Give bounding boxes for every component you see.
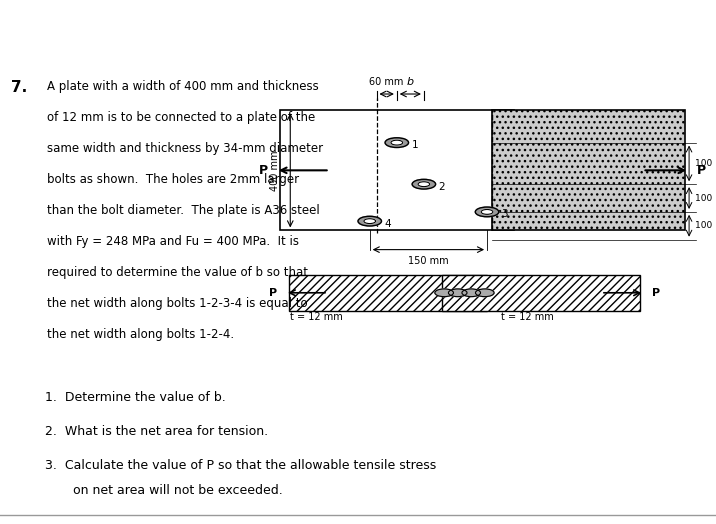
Text: 100 mm: 100 mm	[695, 193, 716, 203]
Text: P: P	[259, 164, 268, 177]
Circle shape	[462, 289, 480, 297]
Text: t = 12 mm: t = 12 mm	[500, 312, 553, 322]
Text: b: b	[407, 78, 414, 88]
Text: 3: 3	[502, 209, 508, 219]
Text: 400 mm: 400 mm	[269, 150, 279, 191]
Circle shape	[391, 140, 402, 145]
Text: 3.  Calculate the value of P so that the allowable tensile stress: 3. Calculate the value of P so that the …	[45, 458, 436, 472]
Text: 4: 4	[384, 219, 391, 228]
Text: the net width along bolts 1-2-3-4 is equal to: the net width along bolts 1-2-3-4 is equ…	[47, 297, 307, 310]
Text: t = 12 mm: t = 12 mm	[290, 312, 343, 322]
Circle shape	[385, 138, 409, 147]
Text: than the bolt diameter.  The plate is A36 steel: than the bolt diameter. The plate is A36…	[47, 204, 319, 217]
Bar	[492, 110, 685, 231]
Text: P: P	[652, 288, 660, 298]
Circle shape	[481, 210, 493, 214]
Text: 1: 1	[412, 140, 418, 150]
Circle shape	[475, 207, 499, 217]
Text: with Fy = 248 MPa and Fu = 400 MPa.  It is: with Fy = 248 MPa and Fu = 400 MPa. It i…	[47, 235, 299, 248]
Text: 150 mm: 150 mm	[408, 256, 449, 266]
Text: P: P	[697, 164, 706, 177]
Text: BOLTED-RIVETED TENSION CONNECTIONS: BOLTED-RIVETED TENSION CONNECTIONS	[131, 40, 585, 59]
Text: on net area will not be exceeded.: on net area will not be exceeded.	[45, 484, 283, 497]
Text: of 12 mm is to be connected to a plate of the: of 12 mm is to be connected to a plate o…	[47, 111, 315, 124]
Text: same width and thickness by 34-mm diameter: same width and thickness by 34-mm diamet…	[47, 142, 323, 155]
Circle shape	[475, 289, 494, 297]
Circle shape	[448, 289, 467, 297]
Text: 7.: 7.	[11, 80, 27, 95]
Circle shape	[418, 182, 430, 187]
Text: P: P	[268, 288, 277, 298]
Text: the net width along bolts 1-2-4.: the net width along bolts 1-2-4.	[47, 329, 233, 341]
Text: 1.  Determine the value of b.: 1. Determine the value of b.	[45, 390, 226, 403]
Text: 100 mm: 100 mm	[695, 221, 716, 230]
Text: A plate with a width of 400 mm and thickness: A plate with a width of 400 mm and thick…	[47, 80, 319, 93]
Text: 60 mm: 60 mm	[369, 78, 404, 88]
Circle shape	[435, 289, 453, 297]
Text: 2.  What is the net area for tension.: 2. What is the net area for tension.	[45, 425, 268, 438]
Circle shape	[358, 216, 382, 226]
Text: 2: 2	[438, 181, 445, 192]
Text: bolts as shown.  The holes are 2mm larger: bolts as shown. The holes are 2mm larger	[47, 173, 299, 186]
Circle shape	[412, 179, 435, 189]
Text: 100 mm: 100 mm	[695, 159, 716, 168]
Text: required to determine the value of b so that: required to determine the value of b so …	[47, 266, 308, 279]
Bar	[279, 110, 514, 231]
Bar	[289, 275, 487, 311]
Circle shape	[364, 219, 376, 224]
Bar	[442, 275, 640, 311]
